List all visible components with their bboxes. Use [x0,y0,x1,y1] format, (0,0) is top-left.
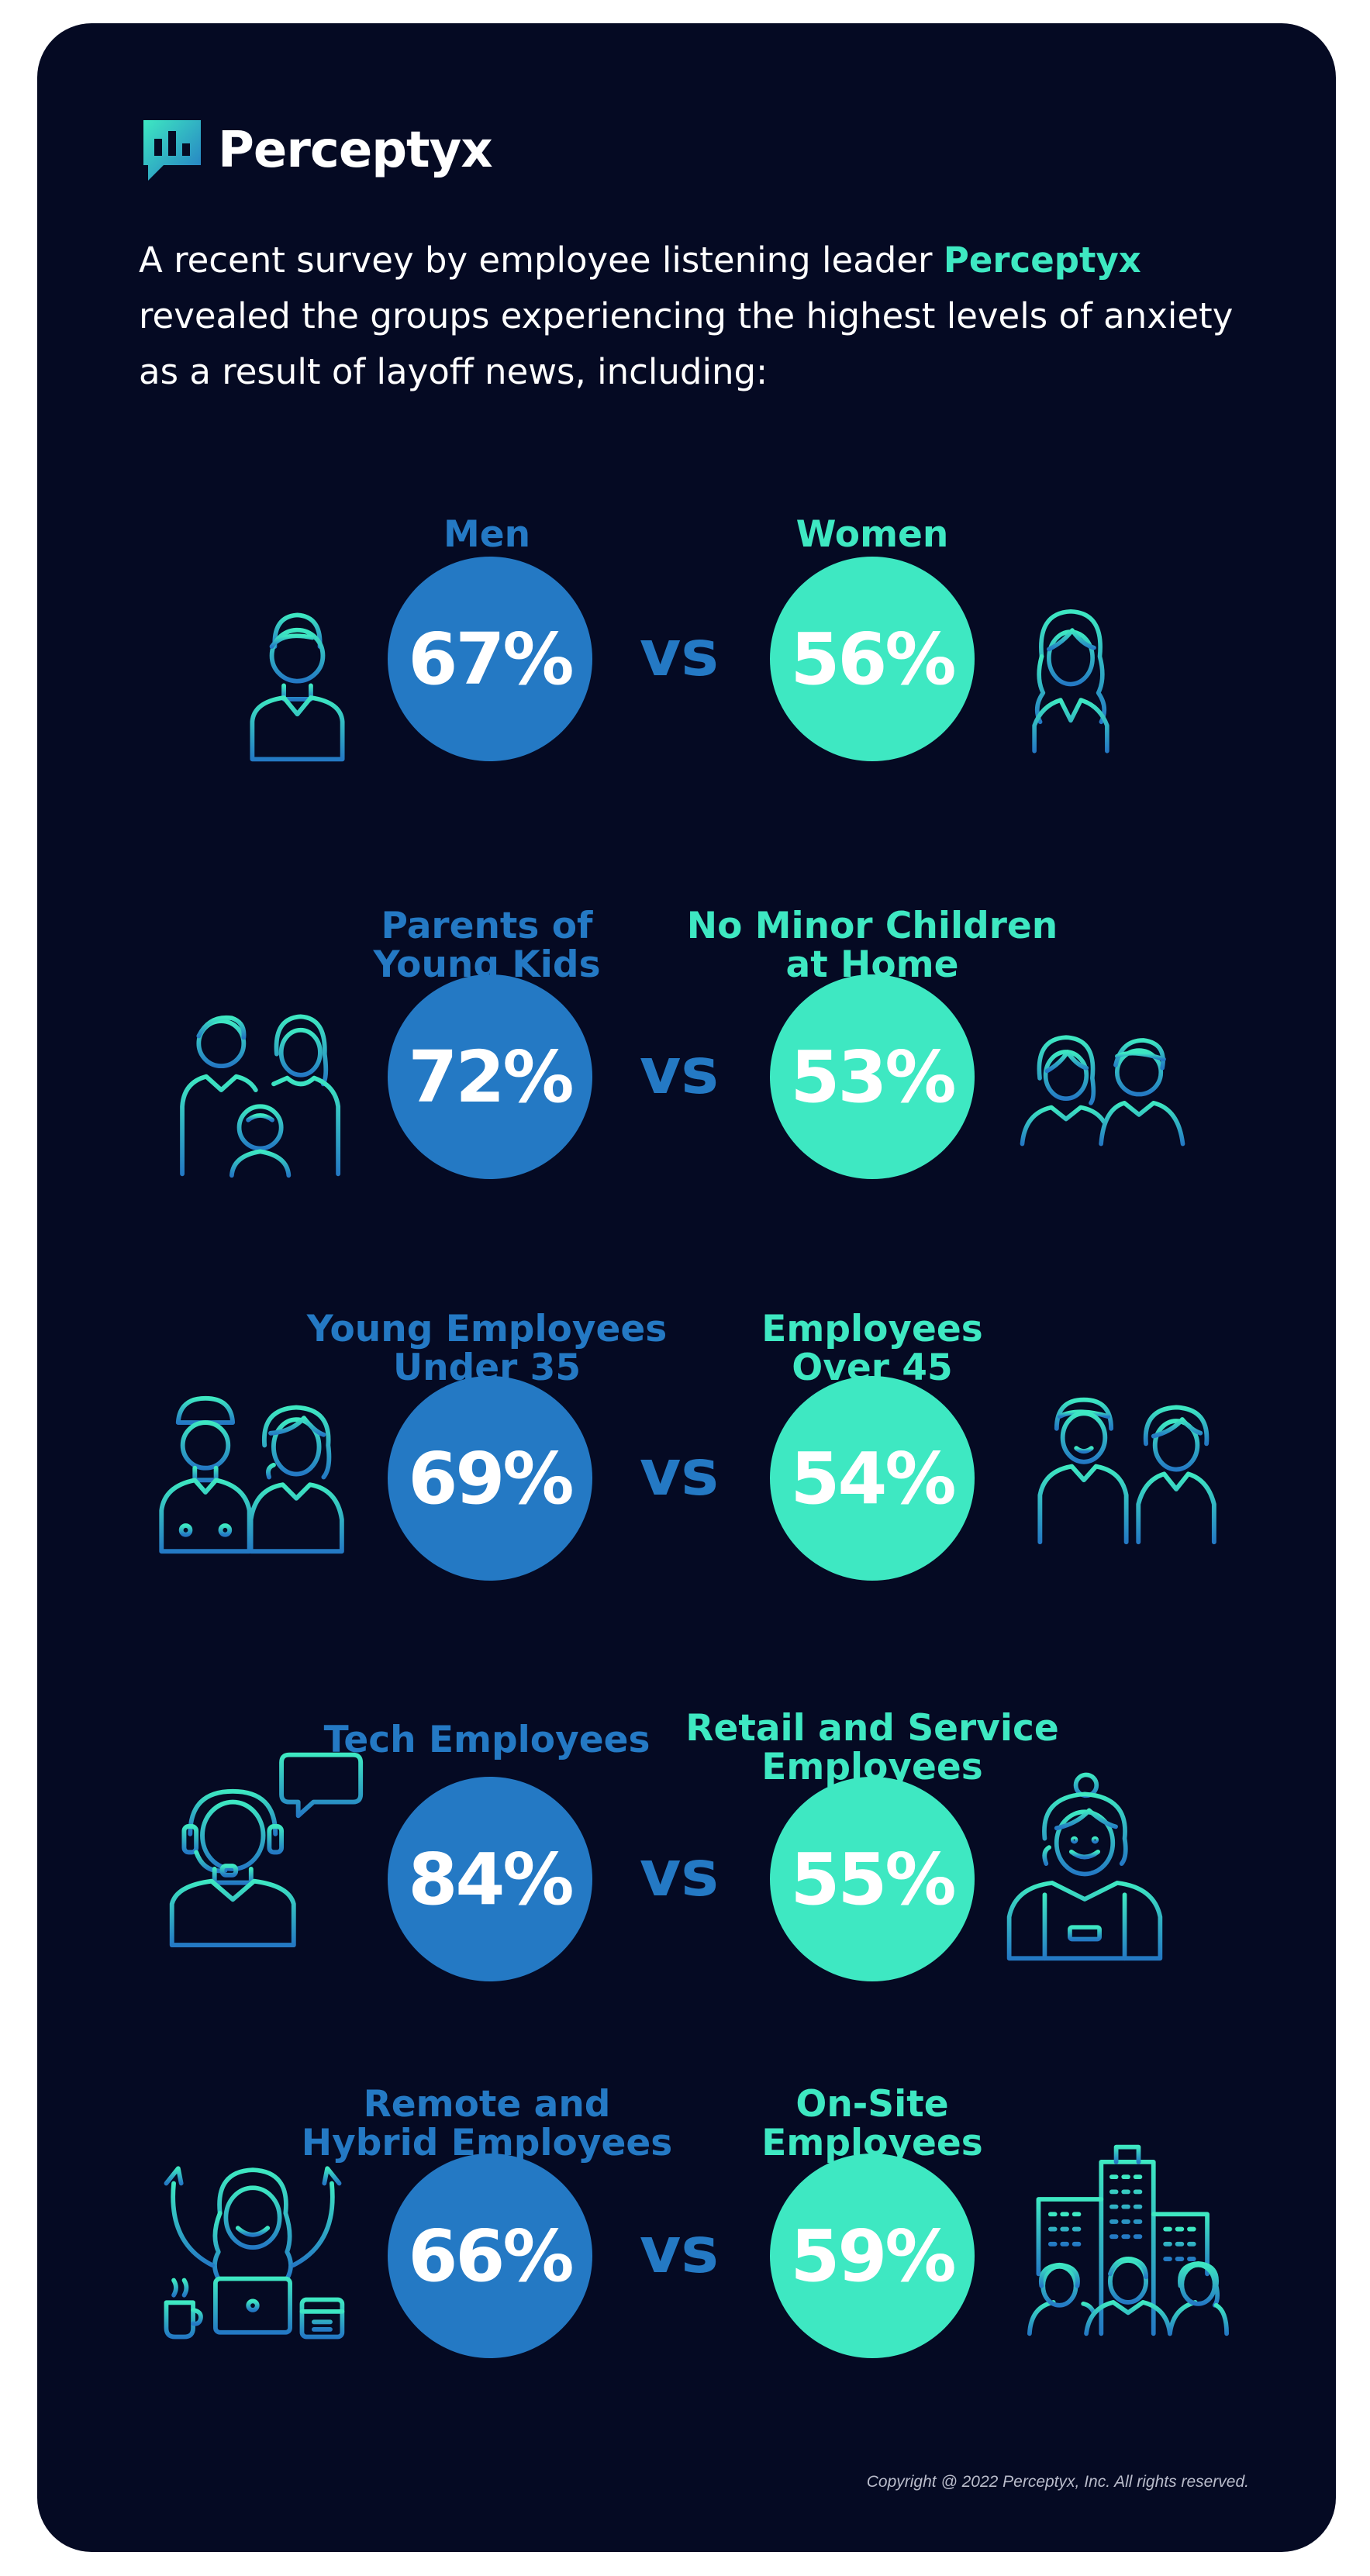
left-percentage-circle: 66% [388,2154,592,2358]
man-icon [237,601,357,771]
perceptyx-logo: Perceptyx [137,112,493,189]
infographic-card: Perceptyx A recent survey by employee li… [37,23,1336,2552]
left-group-label: Remote and Hybrid Employees [270,2085,704,2163]
left-group-label: Parents of Young Kids [270,907,704,985]
vs-label: vs [639,1436,720,1510]
right-group-label-line: Employees [761,1308,983,1350]
left-percentage-circle: 67% [388,557,592,761]
couple-icon [1013,1027,1192,1155]
older-employees-icon [1032,1391,1230,1554]
intro-brand-highlight: Perceptyx [943,240,1141,281]
right-percentage-circle: 53% [770,974,975,1179]
vs-label: vs [639,617,720,691]
left-percentage-circle: 72% [388,974,592,1179]
vs-label: vs [639,1837,720,1911]
woman-icon [1013,597,1129,764]
left-group-label-line: Parents of [381,905,593,947]
copyright-notice: Copyright @ 2022 Perceptyx, Inc. All rig… [866,2473,1249,2491]
vs-label: vs [639,1035,720,1109]
headset-support-icon [161,1744,367,1954]
left-group-label-line: Men [443,513,531,556]
right-group-label-line: Women [795,513,949,556]
right-group-label-line: On-Site [795,2083,949,2126]
left-group-label-line: Remote and [363,2083,611,2126]
left-group-label: Men [270,516,704,554]
logo-wordmark: Perceptyx [218,122,493,179]
right-group-label: Employees Over 45 [655,1310,1089,1388]
right-group-label: No Minor Children at Home [655,907,1089,985]
vs-label: vs [639,2214,720,2288]
young-employees-icon [155,1392,353,1563]
right-group-label-line: No Minor Children [686,905,1058,947]
intro-paragraph: A recent survey by employee listening le… [139,233,1271,400]
right-group-label-line: Retail and Service [685,1707,1059,1750]
intro-text-before: A recent survey by employee listening le… [139,240,944,281]
left-group-label: Tech Employees [270,1721,704,1760]
right-group-label: Women [655,516,1089,554]
office-building-icon [1023,2140,1233,2345]
right-percentage-circle: 59% [770,2154,975,2358]
chat-chart-icon [143,120,201,181]
left-percentage-circle: 69% [388,1376,592,1581]
left-group-label-line: Tech Employees [323,1719,650,1761]
right-percentage-circle: 55% [770,1777,975,1981]
retail-worker-icon [1003,1768,1166,1966]
left-percentage-circle: 84% [388,1777,592,1981]
left-group-label-line: Young Employees [306,1308,668,1350]
remote-worker-icon [156,2154,350,2351]
right-percentage-circle: 54% [770,1376,975,1581]
right-percentage-circle: 56% [770,557,975,761]
intro-text-after: revealed the groups experiencing the hig… [139,295,1234,392]
family-icon [175,1002,350,1185]
